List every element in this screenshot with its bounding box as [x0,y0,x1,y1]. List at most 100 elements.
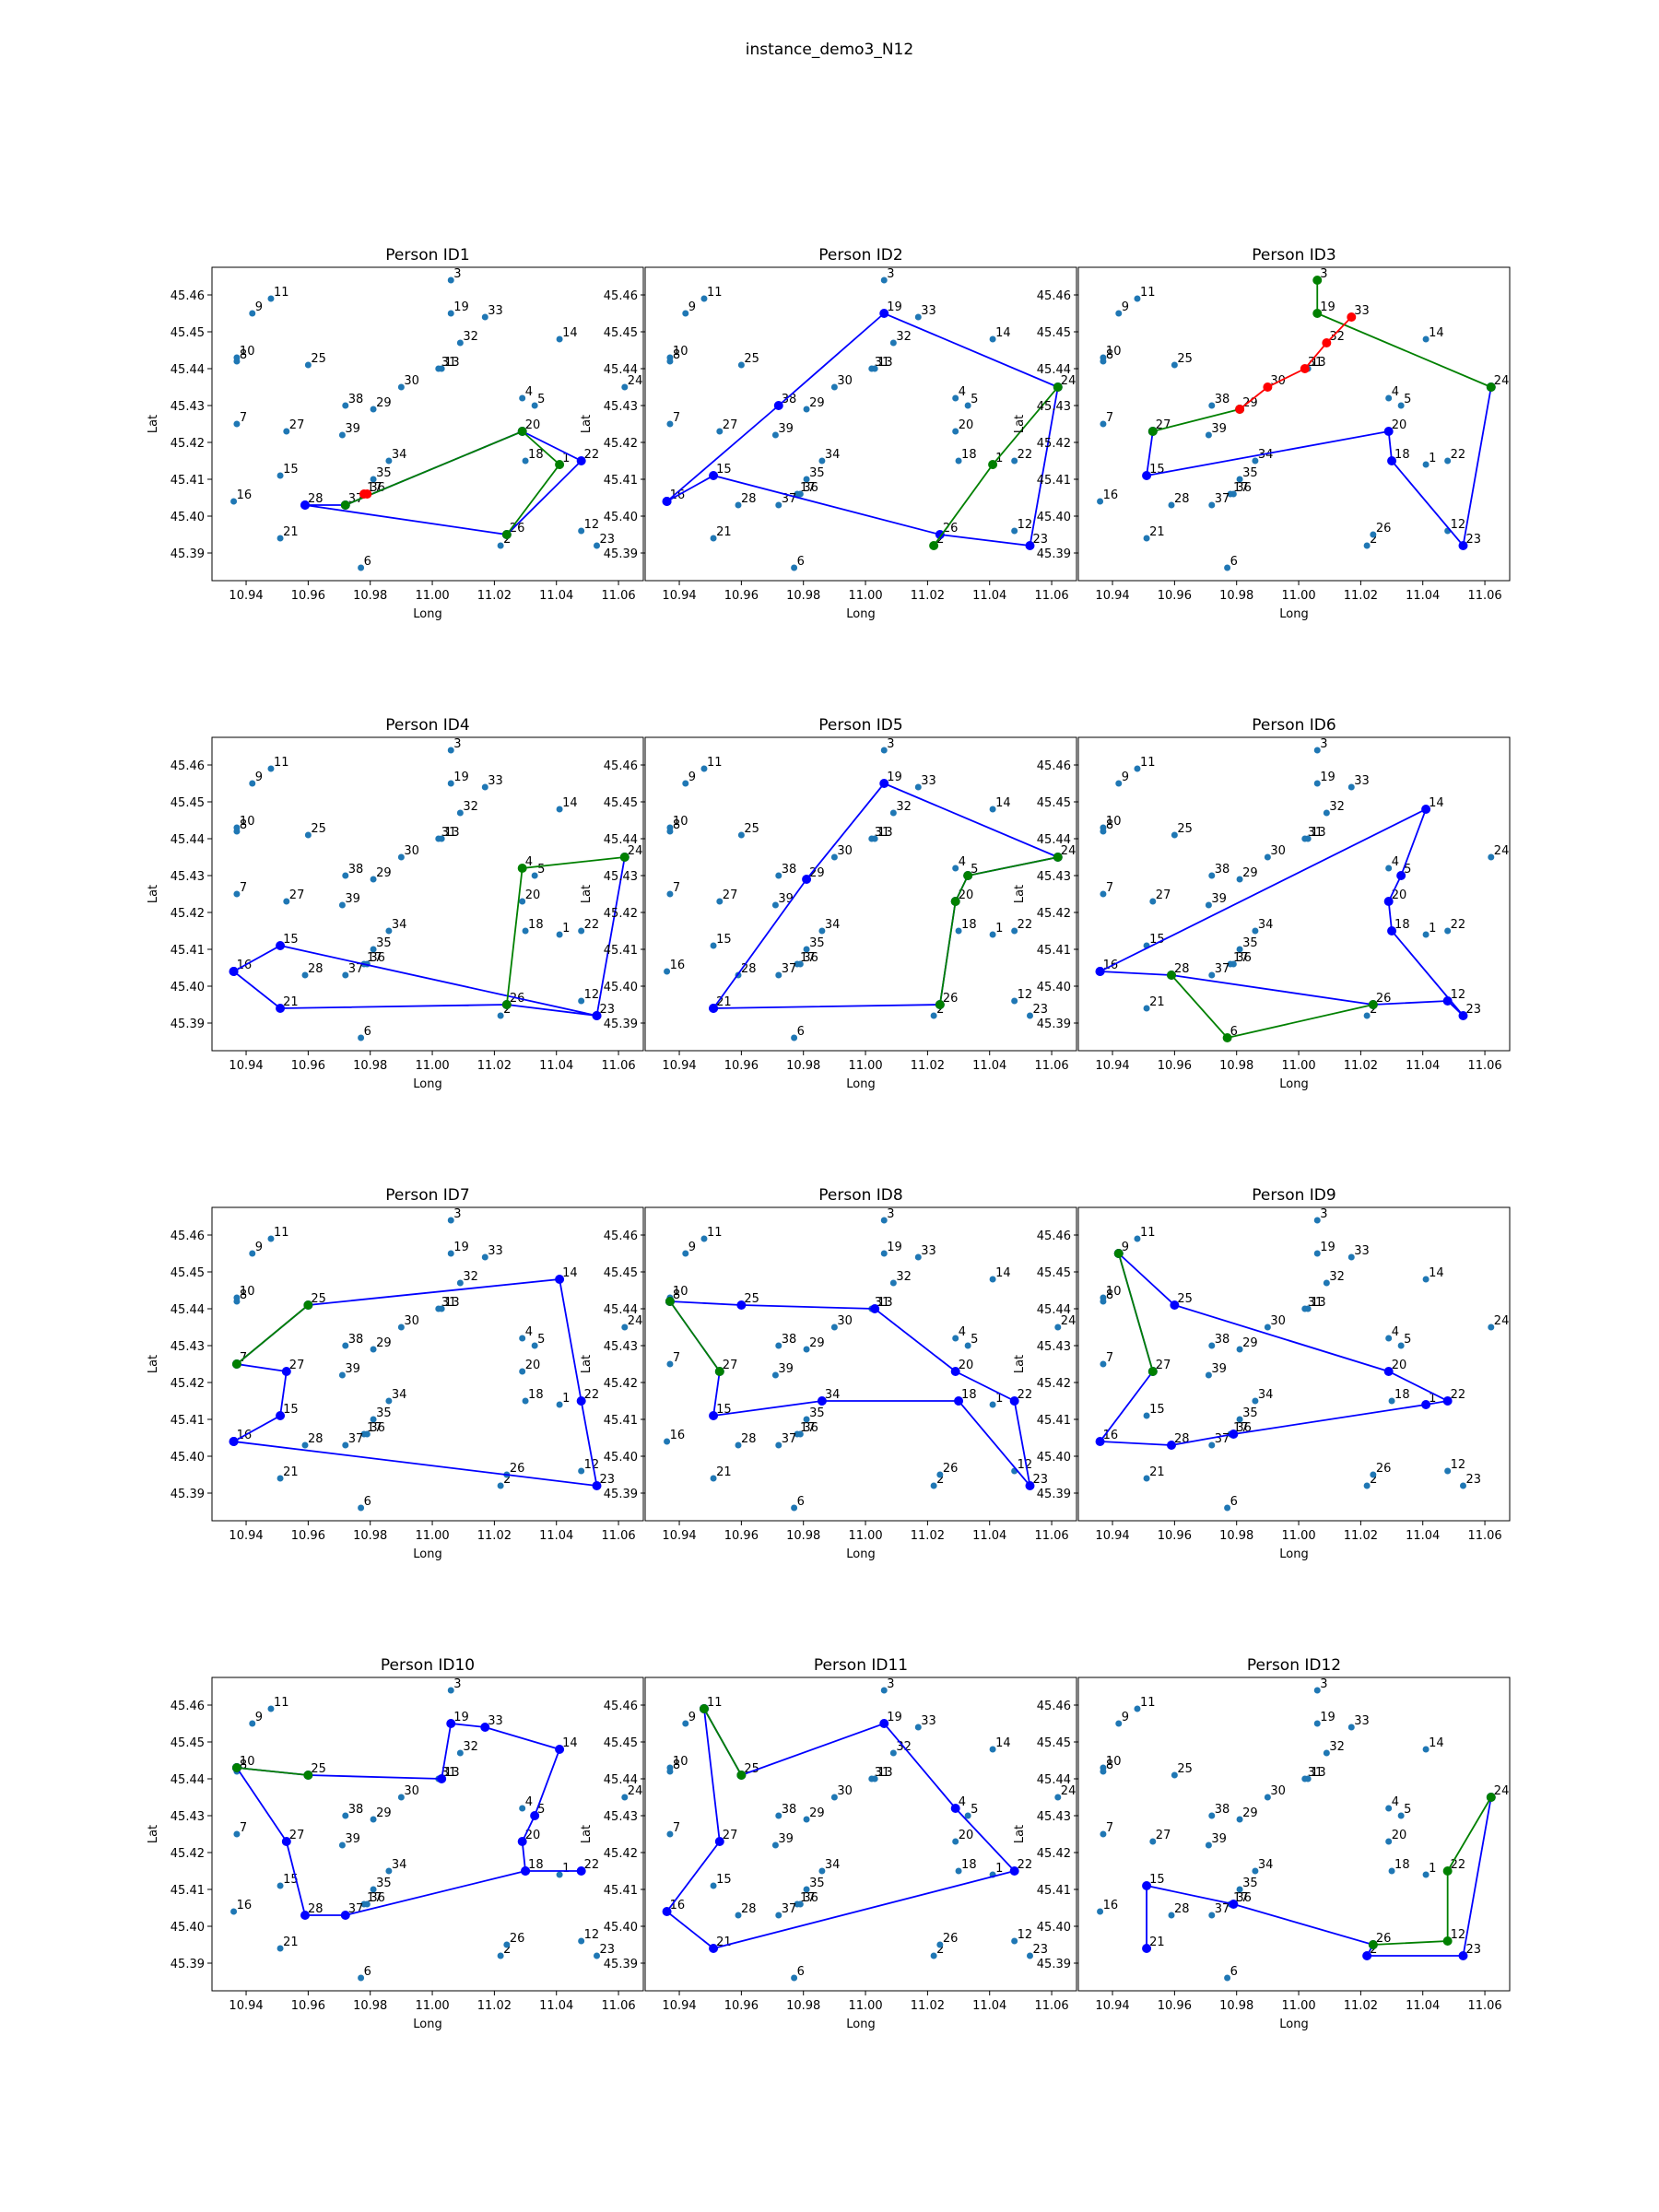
route-path [1146,1796,1492,1957]
point-label-27: 27 [289,1829,305,1842]
point-36 [796,1430,804,1438]
x-tick-label: 11.06 [601,589,635,603]
point-label-10: 10 [1106,345,1122,359]
point-38 [342,1342,349,1349]
point-21 [276,1945,284,1952]
point-21 [1143,1475,1150,1482]
point-2 [1363,1012,1371,1019]
x-axis-label: Long [1279,1547,1308,1561]
point-label-7: 7 [673,1821,680,1835]
point-label-36: 36 [803,1421,818,1435]
point-23 [593,542,600,549]
y-tick-label: 45.45 [1037,1266,1071,1280]
point-7 [666,1360,674,1368]
point-7 [233,1830,241,1838]
route-path-node-27 [281,1837,291,1846]
point-label-7: 7 [240,411,247,425]
point-label-24: 24 [1061,1314,1077,1328]
point-14 [1422,335,1430,343]
x-tick-label: 11.00 [415,1059,449,1073]
x-tick-label: 10.98 [1219,1999,1253,2013]
y-tick-label: 45.44 [604,363,638,377]
point-label-1: 1 [1429,452,1436,465]
point-label-12: 12 [1451,518,1466,532]
point-label-30: 30 [404,844,419,858]
point-35 [370,1416,377,1423]
x-tick-label: 10.96 [724,1999,759,2013]
point-label-35: 35 [809,936,825,950]
point-label-22: 22 [1451,448,1466,462]
panel-title: Person ID5 [818,716,902,735]
point-38 [342,402,349,409]
y-tick-label: 45.41 [171,474,205,488]
walk-path [703,1708,743,1776]
panel-title: Person ID4 [385,716,469,735]
y-tick-label: 45.46 [604,1700,638,1713]
y-axis-label: Lat [1013,415,1027,433]
walk-path-node-8 [665,1297,675,1306]
point-35 [803,946,810,953]
point-19 [880,1250,888,1257]
point-label-21: 21 [1149,1936,1165,1949]
point-35 [1236,1416,1243,1423]
point-label-20: 20 [525,888,541,902]
point-label-22: 22 [1451,1858,1466,1872]
point-label-29: 29 [809,396,825,410]
point-label-2: 2 [1370,533,1377,547]
point-label-19: 19 [453,771,469,784]
route-path-node-22 [576,1866,586,1876]
y-tick-label: 45.41 [171,944,205,958]
point-25 [1171,1771,1178,1779]
point-30 [1264,1794,1271,1801]
point-label-13: 13 [444,826,460,840]
point-39 [338,1371,346,1379]
point-32 [456,809,464,817]
y-tick-label: 45.42 [604,1377,638,1391]
point-39 [771,901,779,909]
y-tick-label: 45.45 [171,796,205,810]
point-label-38: 38 [348,1803,364,1817]
point-6 [1224,564,1231,571]
x-tick-label: 10.94 [229,1059,263,1073]
point-label-7: 7 [240,1821,247,1835]
point-label-37: 37 [1215,1902,1230,1916]
point-2 [497,1482,504,1489]
point-label-33: 33 [1354,1244,1370,1258]
point-label-25: 25 [744,822,759,836]
panel-5: Person ID5 10.94 10.96 10.98 11.00 11.02 11.04… [580,716,1077,1091]
x-tick-label: 11.04 [1406,1529,1440,1543]
point-12 [578,997,585,1005]
point-label-5: 5 [971,393,978,406]
point-label-36: 36 [1236,481,1252,495]
point-label-25: 25 [1177,1292,1193,1306]
walk-path-node-9 [1113,1249,1124,1258]
point-18 [1388,1867,1395,1875]
point-16 [230,1908,238,1915]
point-label-8: 8 [673,1759,680,1772]
point-label-28: 28 [1174,1902,1190,1916]
point-25 [304,831,312,839]
point-22 [1011,927,1018,935]
axes-frame [211,736,644,1052]
panel-title: Person ID2 [818,246,902,265]
point-label-32: 32 [896,800,912,814]
x-tick-label: 10.96 [1158,589,1192,603]
x-tick-label: 10.98 [1219,589,1253,603]
point-label-14: 14 [562,796,578,810]
panel-8: Person ID8 10.94 10.96 10.98 11.00 11.02 11.04… [580,1186,1077,1561]
point-label-31: 31 [875,826,890,840]
route-path-node-38 [773,401,783,410]
point-label-22: 22 [584,918,600,932]
point-label-6: 6 [364,1965,371,1979]
point-34 [385,1397,393,1405]
point-30 [397,383,405,391]
point-11 [1134,295,1141,302]
point-label-4: 4 [525,1325,533,1339]
point-24 [621,1794,629,1801]
point-label-34: 34 [392,1388,407,1402]
y-tick-label: 45.45 [171,1266,205,1280]
point-6 [358,1504,365,1512]
y-tick-label: 45.44 [1037,1303,1071,1317]
point-label-12: 12 [1018,1458,1033,1472]
point-label-10: 10 [1106,1755,1122,1769]
